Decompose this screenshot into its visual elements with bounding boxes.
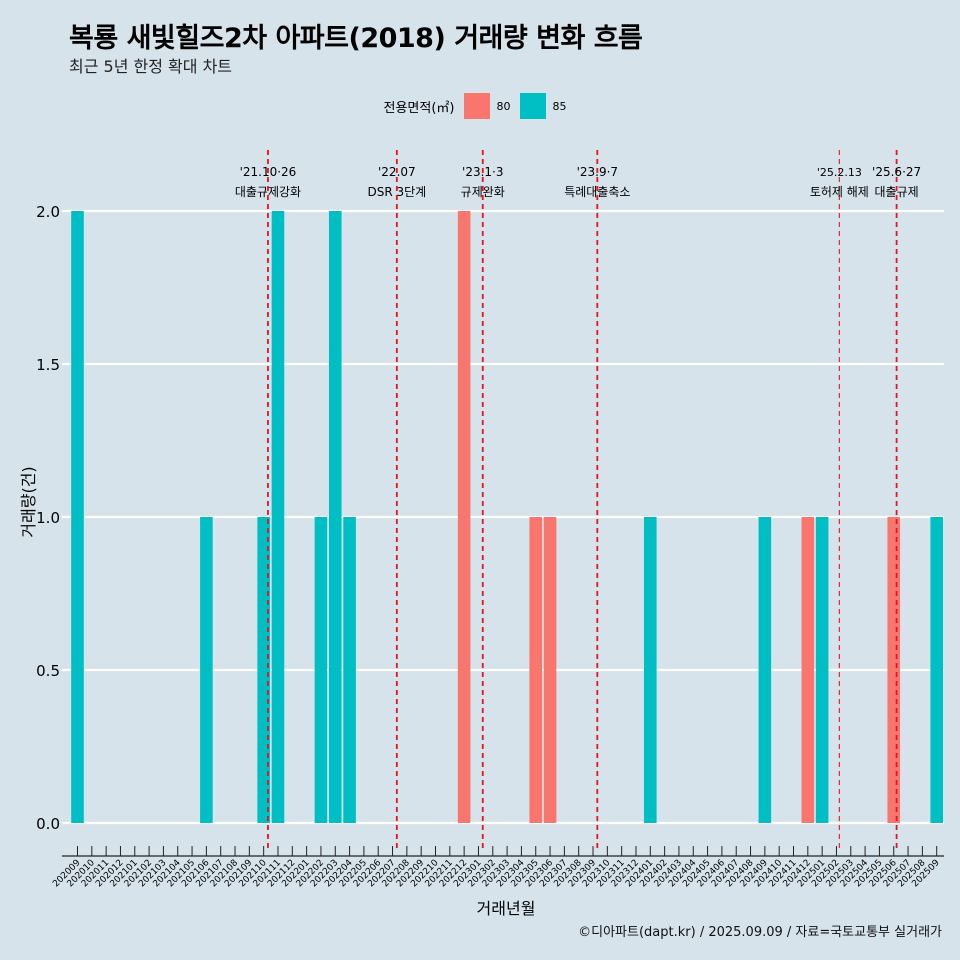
source-caption: ©디아파트(dapt.kr) / 2025.09.09 / 자료=국토교통부 실… bbox=[578, 925, 942, 940]
event-desc-label: DSR 3단계 bbox=[367, 185, 426, 199]
event-date-label: '23.9·7 bbox=[577, 165, 618, 179]
bar-80-202506 bbox=[887, 517, 901, 823]
bar-85-202203 bbox=[328, 211, 342, 823]
y-tick-label: 0.5 bbox=[36, 662, 60, 680]
bar-85-202110 bbox=[257, 517, 270, 823]
x-axis: 2020092020102020112020122021012021022021… bbox=[51, 846, 944, 889]
event-desc-label: 특례대출축소 bbox=[564, 185, 630, 199]
legend-label-80: 80 bbox=[496, 99, 511, 113]
event-desc-label: 대출규제 bbox=[875, 185, 919, 199]
legend-swatch-85 bbox=[520, 93, 547, 119]
y-axis-label: 거래량(건) bbox=[19, 466, 38, 537]
event-date-label: '25.6·27 bbox=[872, 165, 921, 179]
y-tick-label: 1.5 bbox=[36, 356, 60, 374]
bar-85-202409 bbox=[758, 517, 772, 823]
bar-85-202009 bbox=[71, 211, 84, 823]
bar-85-202401 bbox=[644, 517, 657, 823]
bar-85-202111 bbox=[271, 211, 285, 823]
bar-85-202204 bbox=[343, 517, 356, 823]
bar-85-202501 bbox=[815, 517, 829, 823]
bar-85-202106 bbox=[200, 517, 213, 823]
event-date-label: '25.2.13 bbox=[817, 166, 862, 179]
bar-80-202212 bbox=[457, 211, 471, 823]
legend-title: 전용면적(㎡) bbox=[383, 100, 455, 116]
x-axis-label: 거래년월 bbox=[477, 899, 536, 918]
bar-80-202305 bbox=[529, 517, 543, 823]
event-desc-label: 토허제 해제 bbox=[810, 185, 869, 199]
y-tick-label: 0.0 bbox=[36, 815, 60, 833]
event-desc-label: 대출규제강화 bbox=[235, 185, 301, 199]
event-lines: '21.10·26 대출규제강화 '22.07 DSR 3단계 '23.1·3 규제완화 '… bbox=[235, 150, 921, 850]
bar-85-202509 bbox=[930, 517, 943, 823]
bar-80-202412 bbox=[801, 517, 815, 823]
legend-label-85: 85 bbox=[552, 99, 567, 113]
chart-title: 복룡 새빛힐즈2차 아파트(2018) 거래량 변화 흐름 bbox=[69, 23, 643, 54]
legend: 전용면적(㎡) 80 85 bbox=[0, 93, 960, 119]
chart-subtitle: 최근 5년 한정 확대 차트 bbox=[69, 57, 233, 76]
event-date-label: '22.07 bbox=[378, 165, 416, 179]
event-desc-label: 규제완화 bbox=[461, 185, 505, 199]
y-tick-label: 1.0 bbox=[36, 509, 60, 527]
y-tick-label: 2.0 bbox=[36, 203, 60, 221]
event-date-label: '23.1·3 bbox=[462, 165, 503, 179]
legend-swatch-80 bbox=[464, 93, 491, 119]
event-date-label: '21.10·26 bbox=[240, 165, 297, 179]
bar-80-202306 bbox=[543, 517, 557, 823]
bar-85-202202 bbox=[314, 517, 328, 823]
y-tick-labels: 0.0 0.5 1.0 1.5 2.0 bbox=[36, 203, 60, 833]
